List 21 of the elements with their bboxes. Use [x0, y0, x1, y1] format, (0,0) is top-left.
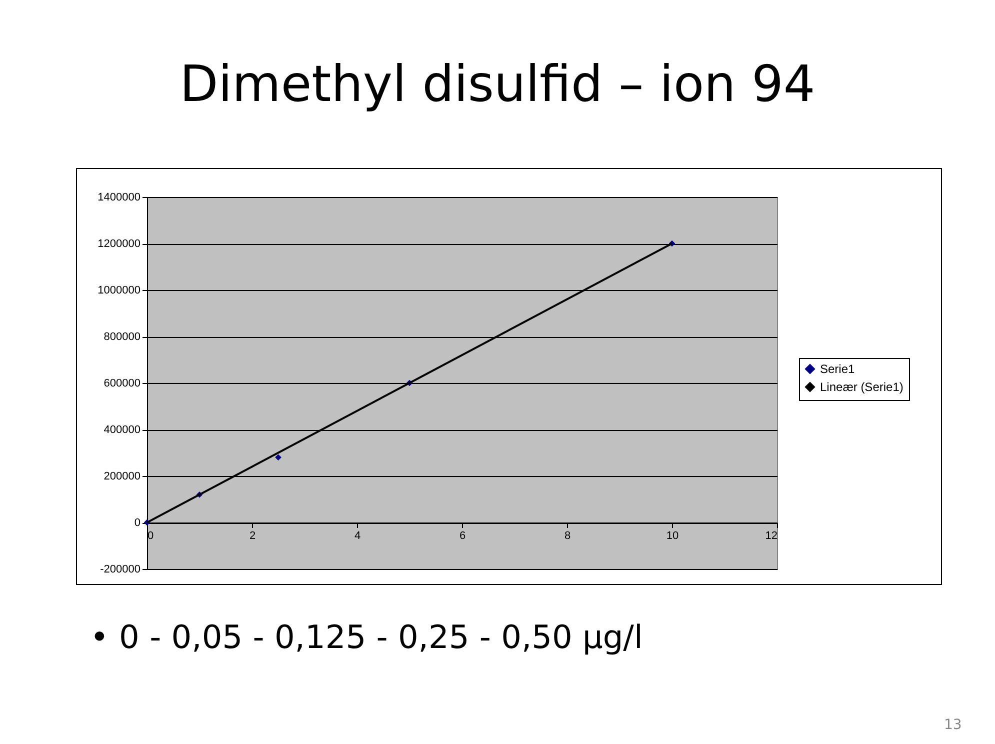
y-tick-label: 1200000	[98, 238, 140, 250]
y-tick-label: 1400000	[98, 192, 140, 204]
text: 13	[944, 717, 962, 733]
x-tick-label: 2	[249, 530, 256, 542]
legend-label: Serie1	[820, 362, 856, 376]
x-tick-label: 8	[564, 530, 571, 542]
legend-label: Lineær (Serie1)	[820, 380, 904, 394]
y-tick-label: 800000	[104, 331, 140, 343]
chart-title: Dimethyl disulfid – ion 94	[178, 55, 816, 113]
x-tick-label: 4	[354, 530, 361, 542]
x-tick-label: 10	[666, 530, 679, 542]
y-tick-label: 400000	[104, 424, 140, 436]
y-tick-label: 200000	[104, 470, 140, 482]
x-tick-label: 12	[765, 530, 778, 542]
y-tick-label: 0	[134, 517, 140, 529]
y-tick-label: -200000	[100, 564, 140, 576]
y-tick-label: 600000	[104, 378, 140, 390]
x-tick-label: 6	[459, 530, 466, 542]
x-tick-label: 0	[148, 530, 154, 542]
text: • 0 - 0,05 - 0,125 - 0,25 - 0,50 µg/l	[90, 618, 643, 656]
y-tick-label: 1000000	[98, 284, 140, 296]
